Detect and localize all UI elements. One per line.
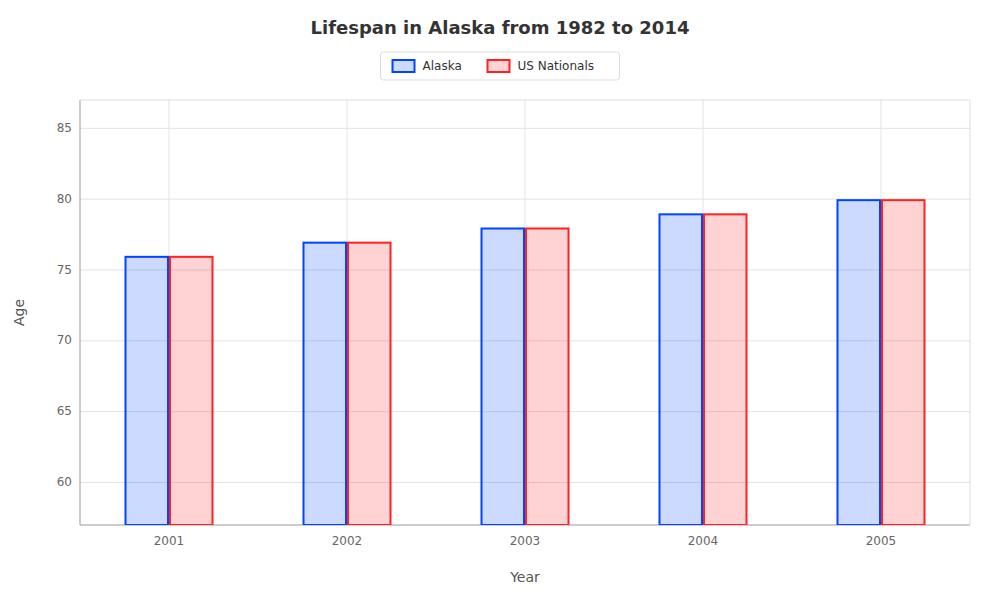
legend-swatch — [488, 60, 510, 72]
chart-svg: 60 65 70 75 80 85 2001 2002 2003 2004 2005 Year Age L… — [0, 0, 1000, 600]
y-tick-label: 80 — [57, 192, 72, 206]
y-tick-label: 65 — [57, 404, 72, 418]
x-tick-label: 2004 — [688, 534, 719, 548]
series-1 — [170, 200, 925, 525]
bar — [704, 214, 747, 525]
y-axis-line — [80, 100, 81, 525]
bar — [126, 257, 169, 525]
bar — [482, 229, 525, 526]
bar — [526, 229, 569, 526]
bar — [170, 257, 213, 525]
legend: Alaska US Nationals — [381, 52, 620, 80]
x-tick-label: 2001 — [154, 534, 185, 548]
bar — [838, 200, 881, 525]
bars — [126, 200, 925, 525]
grid — [80, 100, 970, 525]
x-tick-label: 2002 — [332, 534, 363, 548]
x-axis-label: Year — [509, 569, 540, 585]
legend-label: US Nationals — [518, 59, 594, 73]
x-tick-label: 2003 — [510, 534, 541, 548]
y-tick-label: 70 — [57, 333, 72, 347]
bar — [348, 243, 391, 525]
y-tick-label: 75 — [57, 263, 72, 277]
y-axis-label: Age — [11, 299, 27, 326]
legend-frame — [381, 52, 620, 80]
y-tick-label: 85 — [57, 121, 72, 135]
plot-frame-top — [80, 100, 970, 101]
title: Lifespan in Alaska from 1982 to 2014 — [311, 17, 690, 38]
bar — [304, 243, 347, 525]
chart-container: 60 65 70 75 80 85 2001 2002 2003 2004 2005 Year Age L… — [0, 0, 1000, 600]
legend-label: Alaska — [423, 59, 462, 73]
y-tick-label: 60 — [57, 475, 72, 489]
bar — [882, 200, 925, 525]
legend-swatch — [393, 60, 415, 72]
background — [0, 0, 1000, 600]
plot-frame-right — [970, 100, 971, 525]
x-tick-label: 2005 — [866, 534, 897, 548]
series-0 — [126, 200, 881, 525]
bar — [660, 214, 703, 525]
